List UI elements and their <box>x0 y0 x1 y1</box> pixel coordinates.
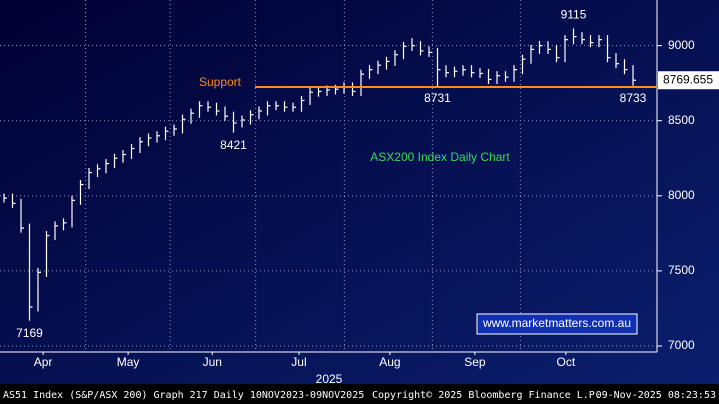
low-label: 8733 <box>620 91 647 105</box>
chart-title: ASX200 Index Daily Chart <box>370 150 510 164</box>
low-label: 7169 <box>16 326 43 340</box>
last-price-box <box>658 71 719 90</box>
y-tick-label: 8000 <box>668 188 695 202</box>
bars <box>3 28 636 321</box>
low-label: 8421 <box>220 138 247 152</box>
support-label: Support <box>199 75 242 89</box>
x-tick-label: Jun <box>203 355 222 369</box>
watermark: www.marketmatters.com.au <box>482 316 631 330</box>
grid <box>0 0 657 352</box>
footer-center: Copyright© 2025 Bloomberg Finance L.P. <box>372 390 601 401</box>
last-price-label: 8769.655 <box>663 72 713 86</box>
y-tick-label: 9000 <box>668 38 695 52</box>
x-tick-label: Oct <box>557 355 576 369</box>
y-tick-label: 8500 <box>668 113 695 127</box>
x-tick-label: Apr <box>34 355 53 369</box>
y-tick-label: 7000 <box>668 338 695 352</box>
low-label: 8731 <box>424 91 451 105</box>
footer-right: 09-Nov-2025 08:23:53 <box>596 390 716 401</box>
watermark-box <box>476 313 638 335</box>
x-tick-label: May <box>117 355 140 369</box>
y-tick-label: 7500 <box>668 263 695 277</box>
footer-bar <box>0 384 719 404</box>
footer-left: AS51 Index (S&P/ASX 200) Graph 217 Daily… <box>3 390 364 401</box>
x-axis-label: 2025 <box>316 372 343 386</box>
x-tick-label: Sep <box>464 355 486 369</box>
x-tick-label: Jul <box>291 355 306 369</box>
x-tick-label: Aug <box>379 355 400 369</box>
high-label: 9115 <box>561 8 587 22</box>
